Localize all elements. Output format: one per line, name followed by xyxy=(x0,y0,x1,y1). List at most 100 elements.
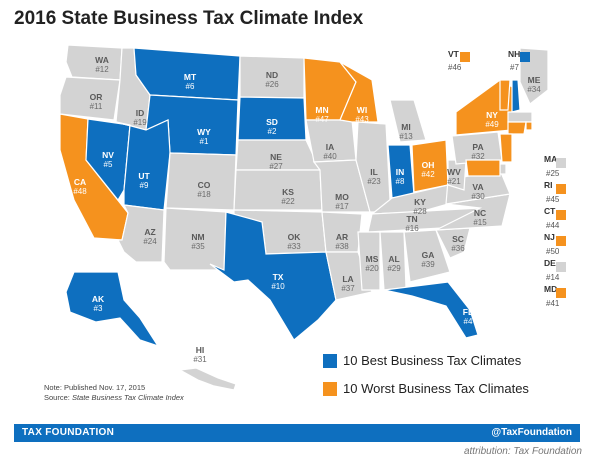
state-rank-id: #19 xyxy=(133,118,147,127)
side-label-ct: CT #44 xyxy=(544,206,566,230)
legend-label-worst: 10 Worst Business Tax Climates xyxy=(343,381,529,396)
side-label-ma: MA #25 xyxy=(544,154,566,178)
state-wa xyxy=(65,44,123,81)
side-rank-nh: #7 xyxy=(510,63,519,72)
state-rank-ny: #49 xyxy=(485,120,499,129)
side-abbr-ma: MA xyxy=(544,154,557,164)
state-ak xyxy=(65,271,160,348)
state-rank-oh: #42 xyxy=(421,170,435,179)
state-abbr-ia: IA xyxy=(326,142,335,152)
state-rank-wi: #43 xyxy=(355,115,369,124)
side-rank-ma: #25 xyxy=(546,169,560,178)
state-rank-ks: #22 xyxy=(281,197,295,206)
state-label-me: ME#34 xyxy=(527,75,541,94)
side-swatch-ma xyxy=(556,158,566,168)
state-rank-in: #8 xyxy=(396,177,405,186)
legend-swatch-worst xyxy=(323,381,337,396)
state-ct xyxy=(507,121,527,135)
state-rank-ca: #48 xyxy=(73,187,87,196)
state-rank-al: #29 xyxy=(387,264,401,273)
state-rank-mi: #13 xyxy=(399,132,413,141)
state-abbr-pa: PA xyxy=(472,142,483,152)
state-rank-nm: #35 xyxy=(191,242,205,251)
state-abbr-il: IL xyxy=(370,167,378,177)
state-de xyxy=(499,163,507,175)
state-label-va: VA#30 xyxy=(471,182,485,201)
state-label-wa: WA#12 xyxy=(95,55,109,74)
state-label-fl: FL#4 xyxy=(463,307,473,326)
state-rank-wv: #21 xyxy=(447,177,461,186)
state-abbr-ga: GA xyxy=(422,250,435,260)
side-abbr-ct: CT xyxy=(544,206,556,216)
state-abbr-ms: MS xyxy=(366,254,379,264)
state-abbr-ca: CA xyxy=(74,177,86,187)
side-swatch-ct xyxy=(556,210,566,220)
side-label-nj: NJ #50 xyxy=(544,232,566,256)
note-source-title: State Business Tax Climate Index xyxy=(71,393,184,402)
side-rank-ri: #45 xyxy=(546,195,560,204)
state-rank-ok: #33 xyxy=(287,242,301,251)
state-label-nv: NV#5 xyxy=(102,150,114,169)
state-wi xyxy=(339,61,379,123)
state-rank-ky: #28 xyxy=(413,207,427,216)
side-abbr-vt: VT xyxy=(448,49,460,59)
state-abbr-nc: NC xyxy=(474,208,486,218)
state-rank-ar: #38 xyxy=(335,242,349,251)
state-label-ak: AK#3 xyxy=(92,294,105,313)
side-rank-vt: #46 xyxy=(448,63,462,72)
state-label-co: CO#18 xyxy=(197,180,211,199)
state-rank-wa: #12 xyxy=(95,65,109,74)
state-abbr-sc: SC xyxy=(452,234,464,244)
state-label-id: ID#19 xyxy=(133,108,147,127)
legend-item-best: 10 Best Business Tax Climates xyxy=(323,353,521,368)
state-label-ms: MS#20 xyxy=(365,254,379,273)
state-label-mi: MI#13 xyxy=(399,122,413,141)
state-label-ok: OK#33 xyxy=(287,232,301,251)
side-rank-ct: #44 xyxy=(546,221,560,230)
state-rank-fl: #4 xyxy=(464,317,473,326)
state-abbr-nm: NM xyxy=(191,232,204,242)
state-label-ca: CA#48 xyxy=(73,177,87,196)
side-abbr-nh: NH xyxy=(508,49,520,59)
state-tx xyxy=(209,211,337,341)
state-abbr-ny: NY xyxy=(486,110,498,120)
state-label-tx: TX#10 xyxy=(271,272,285,291)
state-label-ga: GA#39 xyxy=(421,250,435,269)
state-label-in: IN#8 xyxy=(396,167,405,186)
state-rank-ak: #3 xyxy=(94,304,103,313)
state-rank-va: #30 xyxy=(471,192,485,201)
state-abbr-ar: AR xyxy=(336,232,348,242)
state-label-mt: MT#6 xyxy=(184,72,197,91)
state-abbr-wi: WI xyxy=(357,105,367,115)
state-label-wi: WI#43 xyxy=(355,105,369,124)
state-ri xyxy=(525,121,533,131)
state-abbr-mo: MO xyxy=(335,192,349,202)
attribution: attribution: Tax Foundation xyxy=(463,446,582,457)
state-label-mo: MO#17 xyxy=(335,192,349,211)
state-rank-sc: #36 xyxy=(451,244,465,253)
state-label-nm: NM#35 xyxy=(191,232,205,251)
state-rank-nv: #5 xyxy=(104,160,113,169)
state-abbr-mt: MT xyxy=(184,72,197,82)
side-swatch-nj xyxy=(556,236,566,246)
footer-handle[interactable]: @TaxFoundation xyxy=(491,427,572,438)
state-abbr-co: CO xyxy=(198,180,211,190)
state-hi xyxy=(178,367,237,391)
side-swatch-md xyxy=(556,288,566,298)
state-abbr-ak: AK xyxy=(92,294,105,304)
state-rank-nd: #26 xyxy=(265,80,279,89)
state-label-nd: ND#26 xyxy=(265,70,279,89)
state-label-la: LA#37 xyxy=(341,274,355,293)
note: Note: Published Nov. 17, 2015 Source: St… xyxy=(44,383,184,403)
state-label-ky: KY#28 xyxy=(413,197,427,216)
legend-label-best: 10 Best Business Tax Climates xyxy=(343,353,522,368)
state-or xyxy=(59,76,121,121)
side-abbr-ri: RI xyxy=(544,180,553,190)
state-rank-co: #18 xyxy=(197,190,211,199)
side-abbr-nj: NJ xyxy=(544,232,555,242)
legend-swatch-best xyxy=(323,353,337,368)
side-swatch-ri xyxy=(556,184,566,194)
side-rank-de: #14 xyxy=(546,273,560,282)
state-rank-tn: #16 xyxy=(405,224,419,233)
